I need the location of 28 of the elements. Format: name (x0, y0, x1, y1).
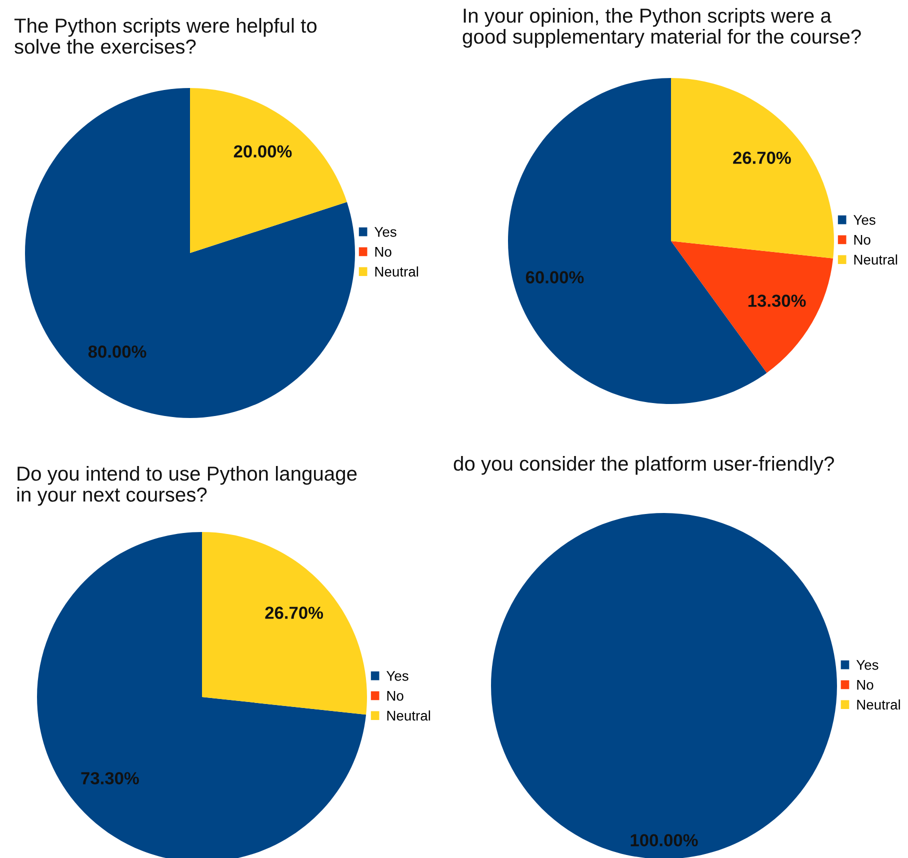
chart-title: In your opinion, the Python scripts were a good supplementary material for the course? (462, 8, 861, 48)
legend-label: Yes (374, 227, 396, 237)
legend-label: Yes (854, 215, 876, 225)
legend-label: Yes (386, 671, 408, 681)
chart-title: Do you intend to use Python language in your next courses? (17, 466, 357, 506)
data-label: 100.00% (630, 834, 698, 846)
pie-slice (671, 78, 834, 258)
data-label: 60.00% (526, 271, 584, 284)
legend-label: No (857, 680, 874, 690)
data-label: 80.00% (88, 345, 146, 358)
chart-title: do you consider the platform user-friendly? (454, 456, 834, 475)
data-label: 26.70% (265, 606, 324, 619)
pie-slice (671, 241, 834, 373)
data-label: 20.00% (234, 145, 292, 158)
chart-title: The Python scripts were helpful to solve the exercises? (14, 18, 317, 54)
legend-label: Yes (856, 660, 878, 670)
data-label: 26.70% (733, 152, 791, 164)
legend-label: Neutral (854, 254, 898, 265)
pie-slice (190, 88, 347, 253)
legend-label: Neutral (375, 266, 418, 277)
legend-label: No (854, 235, 870, 245)
legend-label: Neutral (387, 710, 430, 721)
legend-label: Neutral (857, 699, 900, 710)
pie-slice (25, 88, 355, 418)
data-label: 73.30% (81, 772, 139, 784)
legend-label: No (387, 691, 404, 701)
legend-label: No (375, 247, 392, 257)
data-label: 13.30% (748, 294, 806, 307)
